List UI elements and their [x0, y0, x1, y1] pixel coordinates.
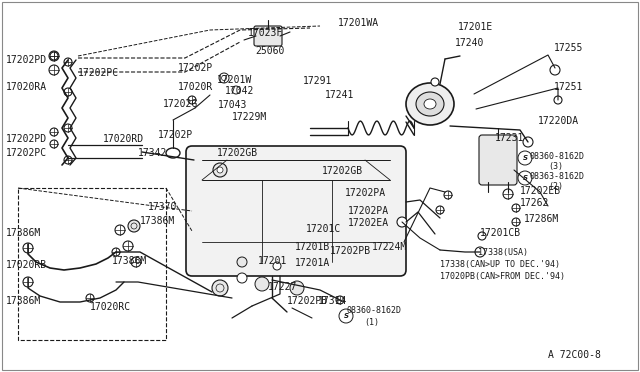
Circle shape [219, 73, 229, 83]
Text: 17202PA: 17202PA [348, 206, 389, 216]
Circle shape [237, 273, 247, 283]
Bar [18, 188, 166, 340]
Text: 17202G: 17202G [163, 99, 198, 109]
Circle shape [478, 232, 486, 240]
Text: 17224M: 17224M [372, 242, 407, 252]
Circle shape [213, 163, 227, 177]
FancyBboxPatch shape [254, 26, 282, 46]
Text: 17202PC: 17202PC [6, 148, 47, 158]
Circle shape [475, 247, 485, 257]
Circle shape [518, 171, 532, 185]
Circle shape [397, 217, 407, 227]
Ellipse shape [416, 92, 444, 116]
Text: 17201B: 17201B [295, 242, 330, 252]
Text: 17202PC: 17202PC [78, 68, 119, 78]
Circle shape [339, 309, 353, 323]
Text: 17202EA: 17202EA [348, 218, 389, 228]
Text: 17020RA: 17020RA [6, 82, 47, 92]
Circle shape [431, 78, 439, 86]
Text: 17202EB: 17202EB [520, 186, 561, 196]
Text: S: S [522, 175, 527, 181]
Text: 17020RB: 17020RB [6, 260, 47, 270]
Text: 17370: 17370 [148, 202, 177, 212]
Text: 25060: 25060 [255, 46, 284, 56]
Text: 17220DA: 17220DA [538, 116, 579, 126]
Text: 17262: 17262 [520, 198, 549, 208]
Circle shape [290, 281, 304, 295]
Text: 17229M: 17229M [232, 112, 268, 122]
Text: S: S [344, 313, 349, 319]
Text: 17342: 17342 [138, 148, 168, 158]
Text: A 72C00-8: A 72C00-8 [548, 350, 601, 360]
Text: 17240: 17240 [455, 38, 484, 48]
Circle shape [273, 262, 281, 270]
Circle shape [232, 86, 240, 94]
Circle shape [523, 137, 533, 147]
Text: S: S [522, 155, 527, 161]
Text: 17227: 17227 [268, 282, 298, 292]
Text: 17255: 17255 [554, 43, 584, 53]
Circle shape [518, 151, 532, 165]
Text: 17291: 17291 [303, 76, 332, 86]
Text: 17023F: 17023F [248, 28, 284, 38]
Text: 17201W: 17201W [217, 75, 252, 85]
Text: 17231: 17231 [495, 133, 524, 143]
Text: 17202PB: 17202PB [330, 246, 371, 256]
Text: 17202P: 17202P [178, 63, 213, 73]
Text: 17201C: 17201C [306, 224, 341, 234]
Text: 17338(CAN>UP TO DEC.'94): 17338(CAN>UP TO DEC.'94) [440, 260, 560, 269]
Text: 17202PD: 17202PD [6, 134, 47, 144]
Text: 17386M: 17386M [6, 296, 41, 306]
Circle shape [255, 277, 269, 291]
Text: (3): (3) [548, 162, 563, 171]
Text: 17202GB: 17202GB [217, 148, 258, 158]
Circle shape [217, 167, 223, 173]
Text: 17251: 17251 [554, 82, 584, 92]
Text: 17201WA: 17201WA [338, 18, 379, 28]
Text: 17202PA: 17202PA [345, 188, 386, 198]
Text: 08360-8162D: 08360-8162D [347, 306, 402, 315]
Text: 17386M: 17386M [112, 256, 147, 266]
Text: 17042: 17042 [225, 86, 254, 96]
Circle shape [237, 257, 247, 267]
Text: (2): (2) [548, 182, 563, 191]
Text: 17201CB: 17201CB [480, 228, 521, 238]
Text: 17386M: 17386M [6, 228, 41, 238]
Ellipse shape [406, 83, 454, 125]
Text: 08360-8162D: 08360-8162D [530, 152, 585, 161]
Text: 17201E: 17201E [458, 22, 493, 32]
Text: 17020R: 17020R [178, 82, 213, 92]
Text: 17020PB(CAN>FROM DEC.'94): 17020PB(CAN>FROM DEC.'94) [440, 272, 565, 281]
Text: 17020RC: 17020RC [90, 302, 131, 312]
Text: 17386M: 17386M [140, 216, 175, 226]
FancyBboxPatch shape [479, 135, 517, 185]
Ellipse shape [424, 99, 436, 109]
Text: 17043: 17043 [218, 100, 248, 110]
Circle shape [128, 220, 140, 232]
Text: 08363-8162D: 08363-8162D [530, 172, 585, 181]
Text: (1): (1) [364, 318, 379, 327]
Text: 17314: 17314 [318, 296, 348, 306]
Text: 17201A: 17201A [295, 258, 330, 268]
Circle shape [550, 65, 560, 75]
Text: 17201: 17201 [258, 256, 287, 266]
Text: 17202PB: 17202PB [287, 296, 328, 306]
Ellipse shape [166, 148, 180, 158]
Text: 17020RD: 17020RD [103, 134, 144, 144]
Text: 17202GB: 17202GB [322, 166, 363, 176]
Circle shape [212, 280, 228, 296]
Text: 17202P: 17202P [158, 130, 193, 140]
Text: 17286M: 17286M [524, 214, 559, 224]
Text: 17241: 17241 [325, 90, 355, 100]
FancyBboxPatch shape [186, 146, 406, 276]
Text: 17202PD: 17202PD [6, 55, 47, 65]
Text: 17338(USA): 17338(USA) [478, 248, 528, 257]
Circle shape [554, 96, 562, 104]
